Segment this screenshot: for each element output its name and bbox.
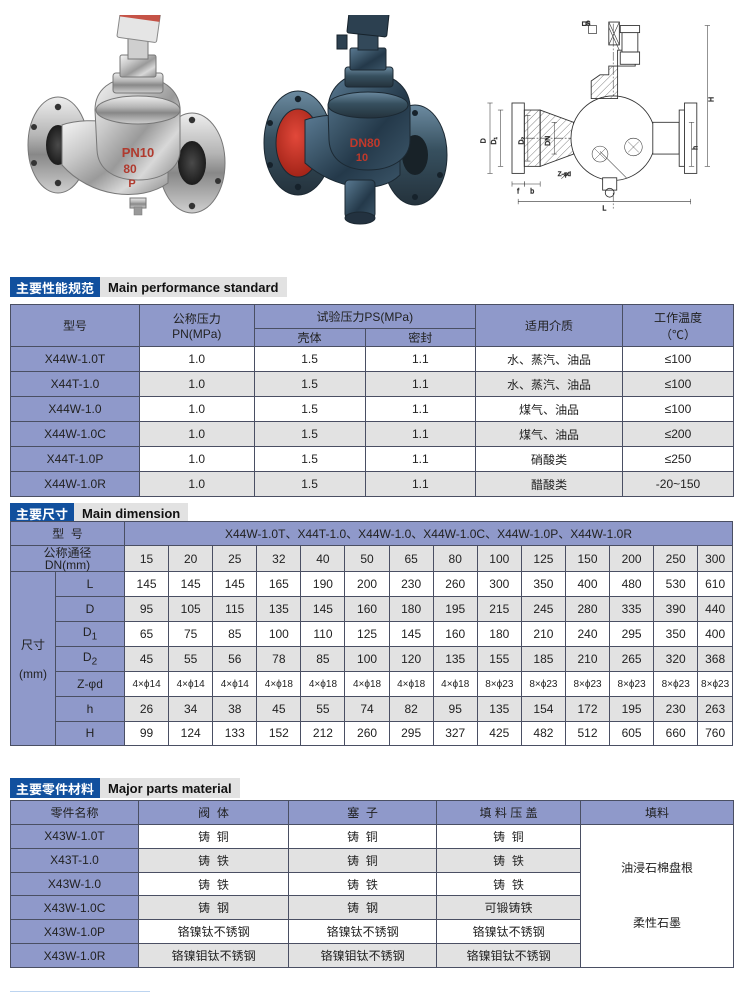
svg-text:D2: D2 — [518, 137, 525, 145]
svg-text:DN: DN — [545, 136, 552, 146]
svg-text:Z-φd: Z-φd — [558, 171, 572, 178]
svg-text:D1: D1 — [491, 137, 498, 145]
svg-text:D: D — [481, 138, 488, 143]
svg-text:b: b — [530, 189, 534, 196]
svg-text:PN10: PN10 — [122, 145, 155, 160]
svg-text:L: L — [602, 205, 606, 212]
svg-text:DN80: DN80 — [350, 136, 381, 150]
svg-text:f: f — [517, 189, 519, 196]
svg-text:h: h — [693, 146, 700, 150]
svg-text:□S: □S — [582, 21, 590, 28]
svg-text:H: H — [709, 97, 716, 102]
svg-text:10: 10 — [356, 152, 368, 164]
svg-text:P: P — [128, 178, 135, 190]
svg-text:80: 80 — [123, 162, 137, 176]
